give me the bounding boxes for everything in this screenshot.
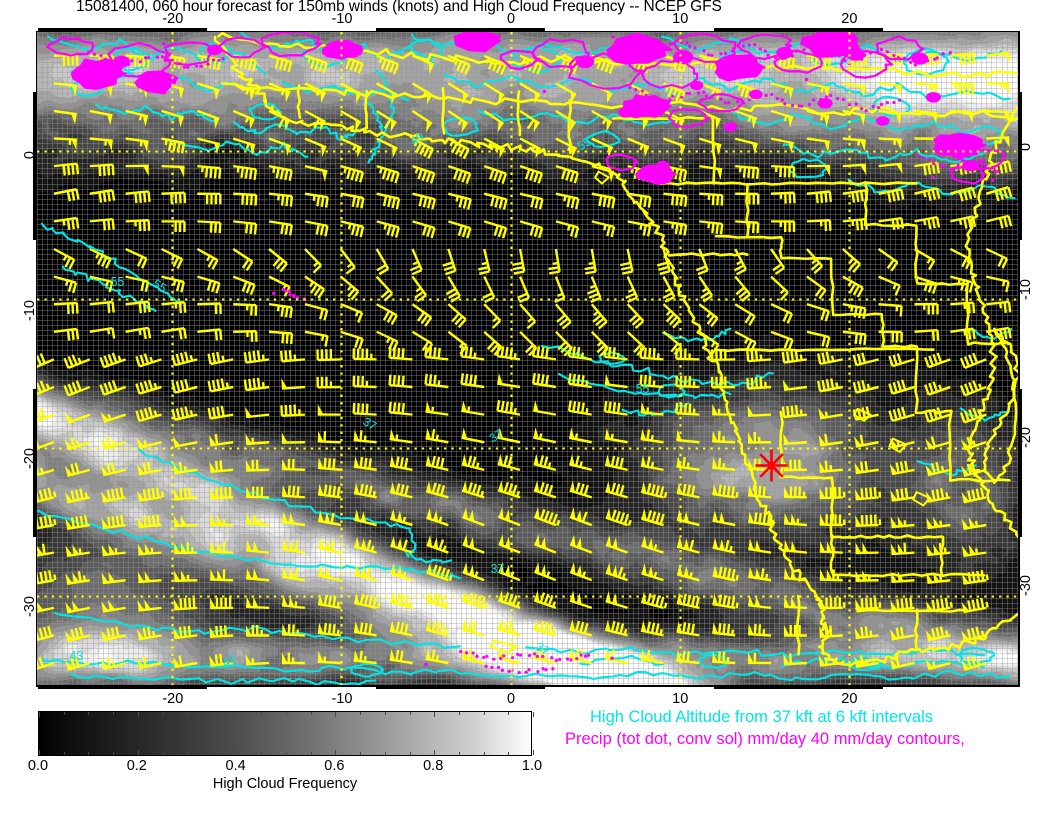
colorbar-minor-tick (113, 752, 115, 755)
colorbar-minor-tick (137, 712, 139, 715)
chart-title: 15081400, 060 hour forecast for 150mb wi… (76, 0, 722, 15)
axis-tick-segment (375, 685, 545, 689)
colorbar-tick (533, 750, 534, 755)
colorbar-minor-tick (335, 752, 337, 755)
colorbar-minor-tick (360, 752, 362, 755)
colorbar-minor-tick (261, 752, 263, 755)
x-tick-top-0: 0 (507, 11, 516, 27)
colorbar-minor-tick (360, 712, 362, 715)
colorbar-minor-tick (384, 712, 386, 715)
colorbar-minor-tick (310, 752, 312, 755)
colorbar-minor-tick (310, 712, 312, 715)
colorbar-minor-tick (88, 752, 90, 755)
colorbar-minor-tick (458, 712, 460, 715)
colorbar-minor-tick (261, 712, 263, 715)
colorbar-label-1.0: 1.0 (521, 758, 543, 774)
colorbar-tick (533, 712, 534, 717)
colorbar[interactable] (38, 711, 534, 756)
colorbar-minor-tick (286, 712, 287, 715)
x-tick-top-20: 20 (841, 11, 858, 27)
x-tick-bottom-10: 10 (672, 691, 689, 707)
colorbar-minor-tick (211, 712, 213, 715)
axis-tick-segment (714, 28, 884, 32)
colorbar-minor-tick (211, 752, 213, 755)
axis-tick-segment (375, 28, 545, 32)
axis-tick-segment (37, 28, 207, 32)
axis-tick-segment (1018, 388, 1022, 538)
x-tick-top--10: -10 (331, 11, 353, 27)
colorbar-minor-tick (508, 752, 510, 755)
x-tick-bottom-0: 0 (507, 691, 516, 707)
y-tick-left--10: -10 (22, 299, 38, 321)
x-tick-top--20: -20 (162, 11, 184, 27)
colorbar-minor-tick (187, 712, 189, 715)
colorbar-minor-tick (286, 752, 287, 755)
x-tick-bottom-20: 20 (841, 691, 858, 707)
colorbar-minor-tick (137, 752, 139, 755)
colorbar-minor-tick (483, 752, 485, 755)
legend-cloud-altitude: High Cloud Altitude from 37 kft at 6 kft… (590, 708, 933, 726)
colorbar-label-0.4: 0.4 (225, 758, 246, 774)
colorbar-minor-tick (384, 752, 386, 755)
colorbar-minor-tick (409, 712, 411, 715)
contour-value-labels (37, 32, 1018, 685)
axis-tick-segment (33, 91, 37, 241)
colorbar-minor-tick (236, 712, 238, 715)
colorbar-minor-tick (236, 752, 238, 755)
colorbar-minor-tick (63, 712, 65, 715)
colorbar-label-0.8: 0.8 (423, 758, 444, 774)
colorbar-label-0.6: 0.6 (324, 758, 345, 774)
colorbar-label-0.2: 0.2 (126, 758, 147, 774)
colorbar-minor-tick (409, 752, 411, 755)
y-tick-left--30: -30 (22, 596, 38, 618)
map-plot-area (37, 32, 1019, 686)
axis-tick-segment (1018, 91, 1022, 241)
colorbar-minor-tick (483, 712, 485, 715)
colorbar-minor-tick (187, 752, 189, 755)
x-tick-bottom--20: -20 (162, 691, 184, 707)
colorbar-minor-tick (162, 712, 164, 715)
colorbar-label-0.0: 0.0 (27, 758, 49, 774)
x-tick-top-10: 10 (672, 11, 689, 27)
colorbar-minor-tick (434, 712, 436, 715)
y-tick-right--10: -10 (1018, 278, 1034, 300)
colorbar-tick (39, 750, 40, 755)
colorbar-minor-tick (335, 712, 337, 715)
colorbar-title: High Cloud Frequency (212, 776, 358, 792)
legend-precip: Precip (tot dot, conv sol) mm/day 40 mm/… (565, 730, 965, 748)
colorbar-minor-tick (162, 752, 164, 755)
colorbar-minor-tick (458, 752, 460, 755)
colorbar-minor-tick (434, 752, 436, 755)
axis-tick-segment (714, 685, 884, 689)
colorbar-minor-tick (508, 712, 510, 715)
colorbar-minor-tick (63, 752, 65, 755)
colorbar-minor-tick (88, 712, 90, 715)
map-plot-frame[interactable] (36, 31, 1020, 687)
colorbar-minor-tick (113, 712, 115, 715)
axis-tick-segment (33, 388, 37, 538)
x-tick-bottom--10: -10 (331, 691, 353, 707)
y-tick-right--30: -30 (1018, 575, 1034, 597)
colorbar-tick (39, 712, 40, 717)
axis-tick-segment (37, 685, 207, 689)
